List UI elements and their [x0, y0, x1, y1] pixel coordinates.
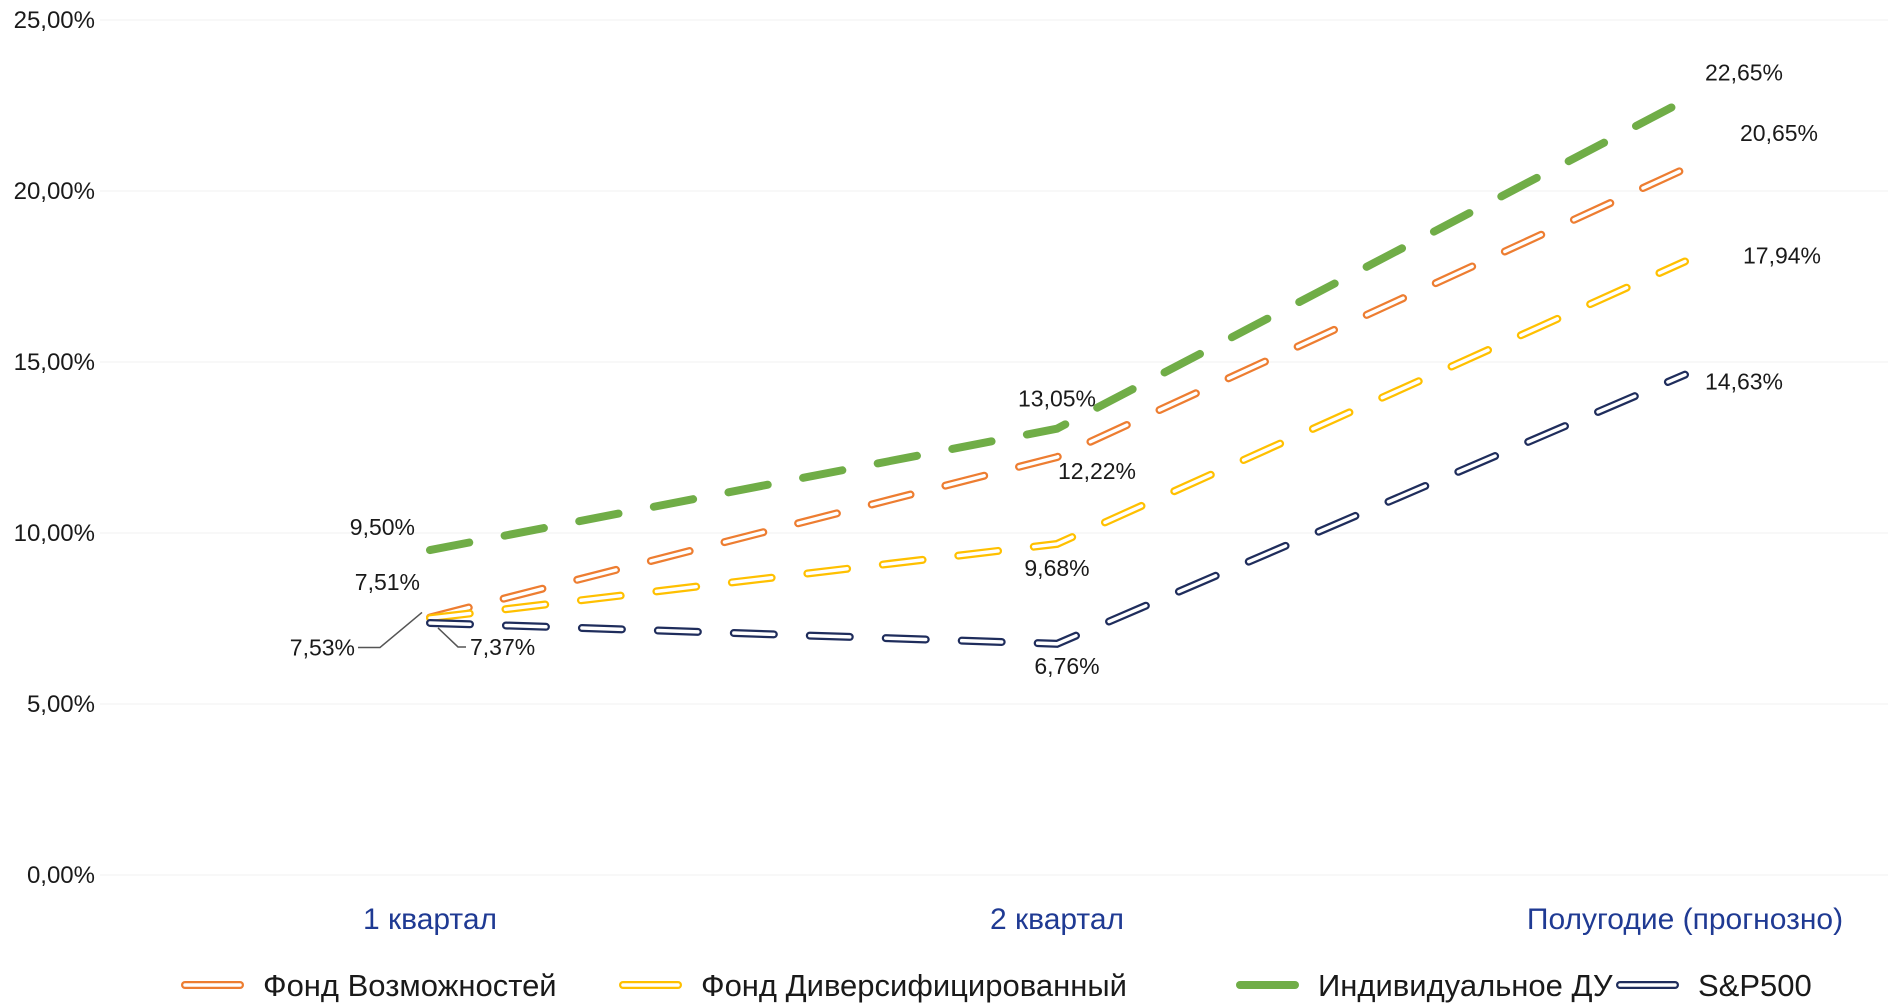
data-label: 9,50% [350, 514, 415, 540]
data-label: 17,94% [1743, 242, 1821, 268]
y-tick-label: 15,00% [14, 349, 95, 376]
x-axis: 1 квартал 2 квартал Полугодие (прогнозно) [363, 903, 1843, 936]
legend-item: Индивидуальное ДУ [1240, 968, 1613, 1003]
legend-label: S&P500 [1698, 968, 1812, 1003]
series-line-outline [430, 375, 1685, 644]
data-label: 7,53% [290, 634, 355, 660]
data-label: 7,51% [355, 569, 420, 595]
legend-label: Фонд Возможностей [263, 968, 557, 1003]
data-label: 9,68% [1024, 555, 1089, 581]
leader-line [358, 612, 422, 647]
legend: Фонд Возможностей Фонд Диверсифицированны… [185, 968, 1812, 1003]
y-tick-label: 0,00% [27, 862, 95, 889]
leader-line [438, 628, 466, 647]
x-category-label: Полугодие (прогнозно) [1527, 903, 1843, 936]
x-category-label: 2 квартал [990, 903, 1124, 936]
data-label: 7,37% [470, 634, 535, 660]
legend-label: Фонд Диверсифицированный [701, 968, 1127, 1003]
data-label: 13,05% [1018, 386, 1096, 412]
legend-item: S&P500 [1620, 968, 1812, 1003]
legend-label: Индивидуальное ДУ [1318, 968, 1613, 1003]
series-line-inner [430, 375, 1685, 644]
legend-item: Фонд Возможностей [185, 968, 557, 1003]
y-tick-label: 10,00% [14, 520, 95, 547]
data-label: 6,76% [1034, 653, 1099, 679]
y-tick-label: 20,00% [14, 178, 95, 205]
gridlines [100, 20, 1888, 875]
data-label: 14,63% [1705, 369, 1783, 395]
y-tick-label: 5,00% [27, 691, 95, 718]
x-category-label: 1 квартал [363, 903, 497, 936]
data-label: 20,65% [1740, 120, 1818, 146]
y-tick-label: 25,00% [14, 7, 95, 34]
series-line [430, 375, 1685, 644]
data-label: 22,65% [1705, 59, 1783, 85]
legend-item: Фонд Диверсифицированный [623, 968, 1127, 1003]
data-label: 12,22% [1058, 458, 1136, 484]
y-axis: 0,00% 5,00% 10,00% 15,00% 20,00% 25,00% [14, 7, 95, 889]
